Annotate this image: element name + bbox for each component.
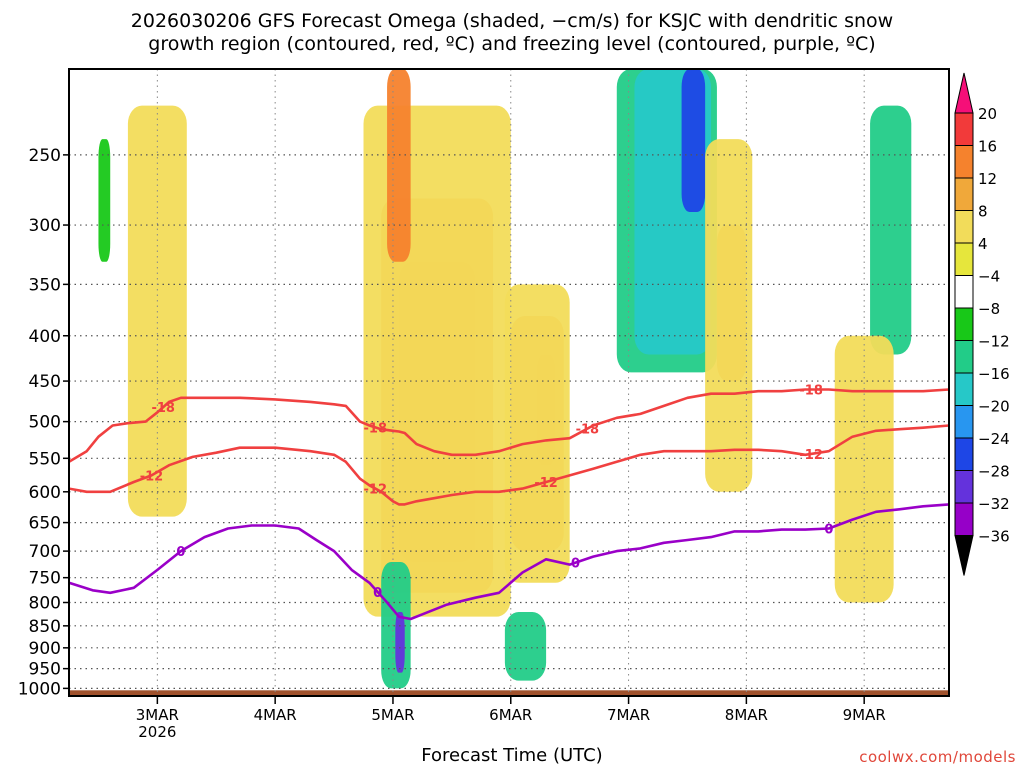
omega-region-descent-blue-core: [681, 69, 706, 212]
colorbar-swatch-7: [954, 307, 974, 341]
colorbar-bottom-arrow: [954, 535, 974, 576]
grid-lines: [69, 69, 949, 696]
y-tick-label-650: 650: [29, 514, 61, 534]
colorbar-label-10: −24: [978, 430, 1010, 448]
y-tick-label-800: 800: [29, 594, 61, 614]
contour-line-dgz-minus18: [69, 388, 949, 463]
contour-label-freezing-level-zero-3: 0: [824, 522, 833, 537]
colorbar-label-7: −12: [978, 333, 1010, 351]
omega-region-early-green-2mar: [98, 139, 111, 262]
contour-label-dgz-minus12-3: -12: [799, 448, 823, 463]
x-tick-label-6MAR: 6MAR: [489, 706, 532, 724]
contour-line-dgz-minus12: [69, 424, 949, 506]
colorbar-swatch-9: [954, 372, 974, 406]
colorbar-legend: 20 16 12 8 4 −4 −8 −12 −16 −20 −24 −28 −32 −36: [954, 72, 1010, 576]
contour-line-freezing-level-zero: [69, 503, 949, 621]
colorbar-swatch-10: [954, 405, 974, 439]
x-axis-title: Forecast Time (UTC): [421, 745, 603, 766]
y-axis-ticks: 2503003504004505005506006507007508008509…: [18, 146, 69, 699]
y-tick-label-300: 300: [29, 216, 61, 236]
colorbar-label-1: 16: [978, 138, 997, 156]
contour-label-dgz-minus12-0: -12: [140, 469, 164, 484]
y-tick-label-1000: 1000: [18, 679, 61, 699]
omega-region-second-ascent-yellow: [504, 284, 570, 583]
x-tick-label-4MAR: 4MAR: [254, 706, 297, 724]
colorbar-label-12: −32: [978, 495, 1010, 513]
temperature-contours: -18 -18 -18 -18 -12 -12 -12 -12 0 0 0 0: [69, 384, 949, 621]
y-tick-label-500: 500: [29, 413, 61, 433]
colorbar-label-11: −28: [978, 463, 1010, 481]
credit-link[interactable]: coolwx.com/models: [859, 748, 1016, 766]
x-tick-label-9MAR: 9MAR: [843, 706, 886, 724]
colorbar-label-2: 12: [978, 170, 997, 188]
colorbar-swatch-1: [954, 112, 974, 146]
y-tick-label-550: 550: [29, 449, 61, 469]
omega-region-upper-ascent-column: [387, 69, 411, 262]
ground-strip: [69, 690, 949, 696]
colorbar-label-4: 4: [978, 235, 988, 253]
omega-region-low-level-descent-core: [395, 612, 405, 673]
y-tick-label-850: 850: [29, 617, 61, 637]
omega-region-late-yellow-9mar: [834, 335, 894, 603]
contour-label-dgz-minus12-2: -12: [534, 476, 558, 491]
chart-title-line-2: growth region (contoured, red, ºC) and f…: [148, 33, 876, 55]
plot-frame: [68, 68, 950, 697]
contour-label-freezing-level-zero-0: 0: [176, 545, 185, 560]
colorbar-label-9: −20: [978, 398, 1010, 416]
colorbar-swatch-3: [954, 177, 974, 211]
colorbar-label-8: −16: [978, 365, 1010, 383]
colorbar-swatch-11: [954, 437, 974, 471]
y-tick-label-400: 400: [29, 327, 61, 347]
colorbar-swatch-5: [954, 242, 974, 276]
omega-region-low-level-descent-6mar: [504, 612, 547, 681]
colorbar-swatch-12: [954, 470, 974, 504]
x-tick-label-8MAR: 8MAR: [725, 706, 768, 724]
contour-label-dgz-minus18-3: -18: [799, 384, 823, 399]
y-tick-label-950: 950: [29, 660, 61, 680]
colorbar-label-5: −4: [978, 268, 1000, 286]
omega-region-main-ascent-yellow: [363, 105, 511, 617]
y-tick-label-350: 350: [29, 275, 61, 295]
colorbar-swatch-2: [954, 145, 974, 179]
x-tick-label-5MAR: 5MAR: [371, 706, 414, 724]
y-tick-label-900: 900: [29, 639, 61, 659]
x-tick-year-3MAR: 2026: [138, 723, 176, 741]
y-tick-label-700: 700: [29, 542, 61, 562]
colorbar-swatch-6: [954, 275, 974, 309]
colorbar-label-13: −36: [978, 528, 1010, 546]
colorbar-top-arrow: [954, 72, 974, 114]
omega-region-late-ascent-yellow: [705, 139, 753, 492]
y-tick-label-600: 600: [29, 483, 61, 503]
colorbar-label-0: 20: [978, 105, 997, 123]
contour-label-dgz-minus18-0: -18: [151, 401, 175, 416]
x-tick-label-7MAR: 7MAR: [607, 706, 650, 724]
colorbar-swatch-4: [954, 210, 974, 244]
colorbar-swatch-13: [954, 502, 974, 536]
contour-label-dgz-minus12-1: -12: [364, 483, 388, 498]
omega-region-late-green-9mar: [870, 105, 912, 355]
ground-layer: [69, 690, 949, 696]
colorbar-label-3: 8: [978, 203, 988, 221]
y-tick-label-250: 250: [29, 146, 61, 166]
contour-label-dgz-minus18-1: -18: [364, 421, 388, 436]
contour-label-freezing-level-zero-2: 0: [571, 557, 580, 572]
contour-label-dgz-minus18-2: -18: [576, 423, 600, 438]
omega-shading: [98, 69, 912, 689]
y-tick-label-750: 750: [29, 569, 61, 589]
colorbar-label-6: −8: [978, 300, 1000, 318]
chart-title-line-1: 2026030206 GFS Forecast Omega (shaded, −…: [130, 10, 894, 32]
y-tick-label-450: 450: [29, 372, 61, 392]
colorbar-swatch-8: [954, 340, 974, 374]
contour-label-freezing-level-zero-1: 0: [373, 586, 382, 601]
x-tick-label-3MAR: 3MAR: [136, 706, 179, 724]
